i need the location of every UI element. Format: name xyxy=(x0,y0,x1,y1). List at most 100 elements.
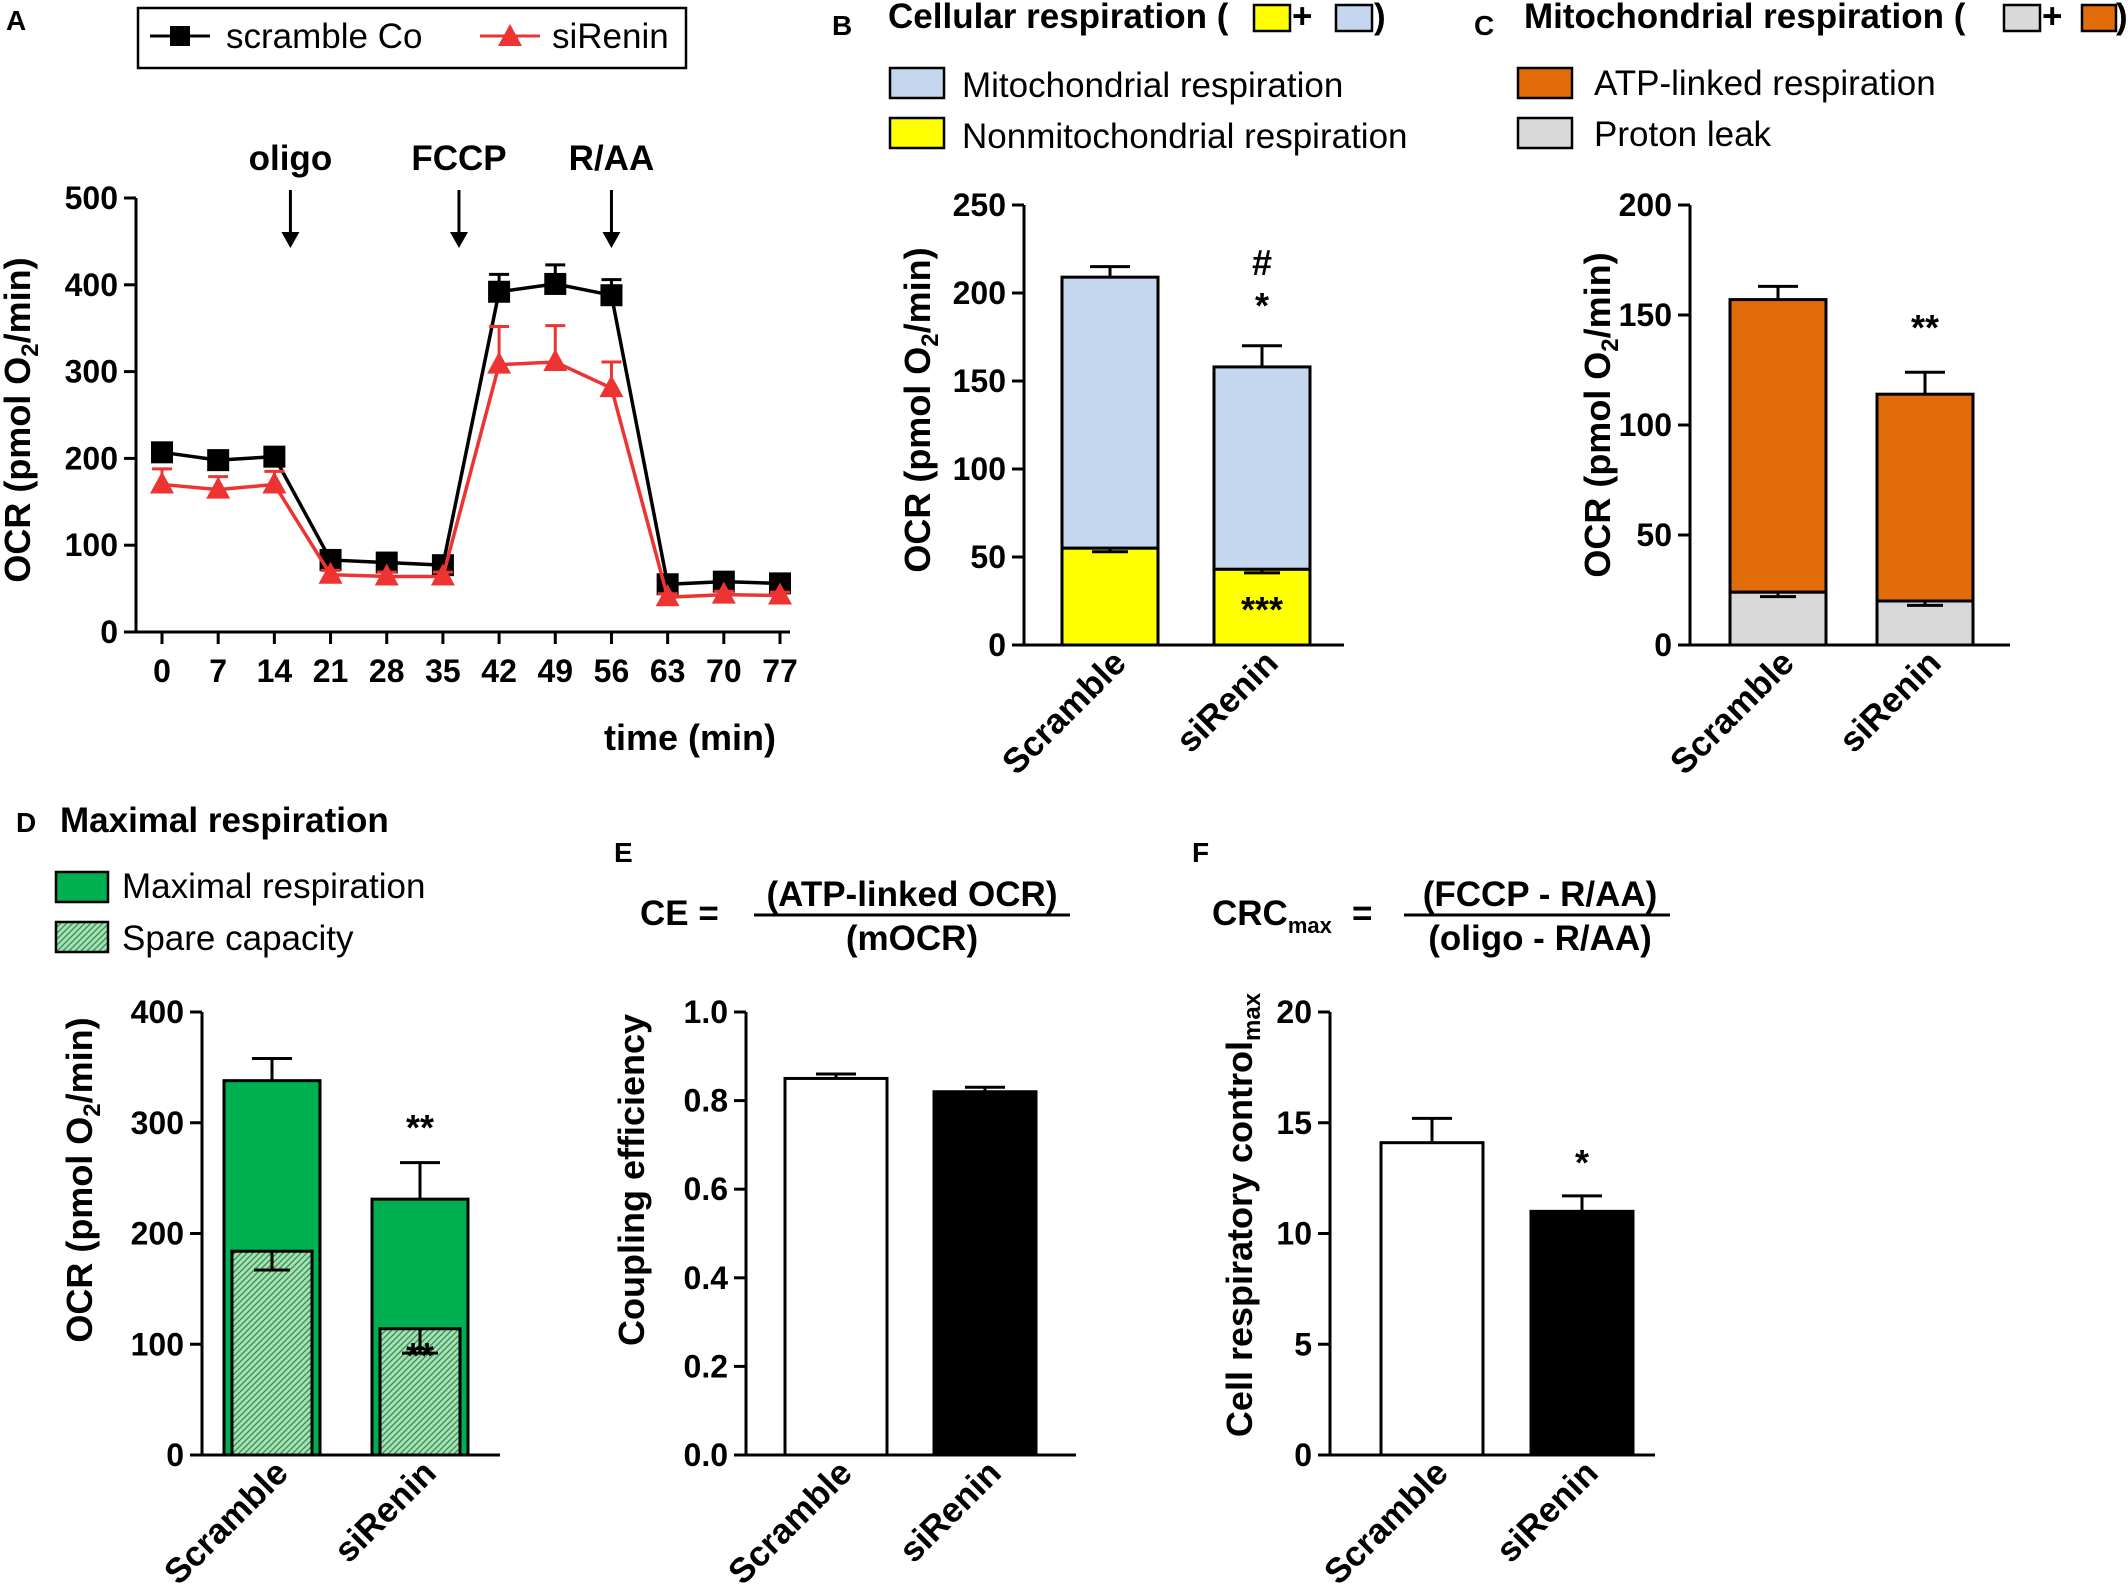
legend-a: scramble Co siRenin xyxy=(136,6,688,70)
data-point-sirenin xyxy=(599,375,624,398)
bar-segment-lower xyxy=(1060,546,1160,647)
x-tick-label: 77 xyxy=(762,653,798,689)
y-axis-label-e: Coupling efficiency xyxy=(611,1014,652,1346)
panel-title-c: Mitochondrial respiration ( xyxy=(1524,0,1966,36)
x-category-label: Scramble xyxy=(995,643,1134,782)
data-point-sirenin xyxy=(711,581,736,604)
data-point-sirenin xyxy=(150,471,174,494)
bar-segment-lower xyxy=(1875,599,1975,647)
x-category-label: siRenin xyxy=(1832,643,1949,760)
x-category-label: siRenin xyxy=(327,1453,444,1570)
bar-sirenin xyxy=(1529,1209,1635,1457)
x-category-label: siRenin xyxy=(1169,643,1286,760)
panel-c: C Mitochondrial respiration ( + ) ATP-li… xyxy=(1474,0,2128,782)
legend-marker-scramble xyxy=(170,26,190,46)
y-tick-label: 5 xyxy=(1294,1326,1312,1362)
annotation-arrow-head xyxy=(281,232,300,248)
bar-segment-upper xyxy=(1728,298,1828,594)
data-point-scramble xyxy=(207,449,230,472)
legend-swatch-nonmito xyxy=(888,116,946,150)
title-b: Cellular respiration ( + ) xyxy=(888,0,1386,36)
significance-marker: *** xyxy=(1241,589,1283,630)
panel-label-d: D xyxy=(16,807,36,838)
legend-swatch-spare xyxy=(54,920,110,954)
title-swatch-leak xyxy=(2002,3,2042,33)
x-tick-label: 63 xyxy=(650,653,686,689)
y-tick-label: 400 xyxy=(131,994,184,1030)
y-tick-label: 0.0 xyxy=(684,1437,728,1473)
x-tick-label: 35 xyxy=(425,653,461,689)
bar-segment-upper xyxy=(1060,275,1160,550)
y-tick-label: 50 xyxy=(1636,517,1672,553)
x-tick-label: 21 xyxy=(313,653,349,689)
panel-a: A scramble Co siRenin oligo FCCP R/AA 0 1… xyxy=(0,5,798,758)
x-tick-label: 56 xyxy=(594,653,630,689)
y-axis-label-a: OCR (pmol O2/min) xyxy=(0,257,44,582)
y-tick-label: 250 xyxy=(953,187,1006,223)
bar-segment-lower xyxy=(1212,567,1312,647)
legend-label-scramble: scramble Co xyxy=(226,17,422,56)
data-point-sirenin xyxy=(543,349,568,372)
y-tick-label: 200 xyxy=(131,1216,184,1252)
annotation-arrow-head xyxy=(449,232,468,248)
y-tick-label: 0.2 xyxy=(684,1348,728,1384)
y-tick-label: 200 xyxy=(1619,187,1672,223)
x-category-label: siRenin xyxy=(892,1453,1009,1570)
y-tick-label: 200 xyxy=(953,275,1006,311)
annotation-oligo: oligo xyxy=(249,139,333,178)
annotation-fccp: FCCP xyxy=(411,139,506,178)
data-point-scramble xyxy=(263,445,286,468)
y-tick-label: 0 xyxy=(1294,1437,1312,1473)
x-category-label: Scramble xyxy=(157,1453,296,1588)
plot-f: 0 5 10 15 20 Scramble siRenin * xyxy=(1276,994,1655,1588)
equation-f: CRCmax = (FCCP - R/AA) (oligo - R/AA) xyxy=(1212,875,1670,958)
data-point-scramble xyxy=(712,570,735,593)
legend-label-max: Maximal respiration xyxy=(122,867,425,906)
significance-marker: ** xyxy=(406,1107,434,1148)
panel-e: E CE = (ATP-linked OCR) (mOCR) 0.0 0.2 0.4… xyxy=(611,837,1076,1588)
y-tick-label: 500 xyxy=(65,180,118,216)
series-line-scramble xyxy=(161,282,781,587)
panel-label-c: C xyxy=(1474,10,1494,41)
data-point-scramble xyxy=(151,441,173,464)
equation-numerator-f: (FCCP - R/AA) xyxy=(1423,875,1658,914)
bar-segment-upper xyxy=(1875,392,1975,603)
equation-denominator-f: (oligo - R/AA) xyxy=(1428,919,1652,958)
equation-lhs-e: CE = xyxy=(640,894,719,933)
legend-label-atp: ATP-linked respiration xyxy=(1594,64,1936,103)
significance-marker: * xyxy=(1255,285,1269,326)
ticks-a: 0 7 14 21 28 35 42 49 56 63 70 77 xyxy=(153,632,798,689)
bar-spare xyxy=(230,1249,314,1457)
y-tick-label: 0.6 xyxy=(684,1171,728,1207)
y-tick-label: 200 xyxy=(65,440,118,476)
bar-scramble xyxy=(1379,1141,1485,1457)
legend-label-nonmito: Nonmitochondrial respiration xyxy=(962,117,1408,156)
data-point-sirenin xyxy=(206,476,231,499)
panel-label-e: E xyxy=(614,837,633,868)
panel-label-a: A xyxy=(6,5,26,36)
panel-title-d: Maximal respiration xyxy=(60,801,389,840)
y-tick-label: 400 xyxy=(65,267,118,303)
legend-c: ATP-linked respiration Proton leak xyxy=(1516,64,1936,154)
legend-label-sirenin: siRenin xyxy=(552,17,669,56)
x-tick-label: 0 xyxy=(153,653,171,689)
legend-marker-sirenin xyxy=(498,24,522,46)
y-axis-label-b: OCR (pmol O2/min) xyxy=(897,247,944,572)
significance-marker: # xyxy=(1252,242,1272,283)
panel-label-b: B xyxy=(832,10,852,41)
y-tick-label: 10 xyxy=(1276,1216,1312,1252)
y-tick-label: 20 xyxy=(1276,994,1312,1030)
y-tick-label: 100 xyxy=(131,1326,184,1362)
equation-eq-f: = xyxy=(1352,894,1372,933)
legend-b: Mitochondrial respiration Nonmitochondri… xyxy=(888,66,1408,156)
data-point-scramble xyxy=(600,284,623,307)
legend-swatch-atp xyxy=(1516,66,1574,100)
legend-swatch-mito xyxy=(888,66,946,100)
equation-lhs-f: CRCmax xyxy=(1212,894,1333,938)
y-axis-label-d: OCR (pmol O2/min) xyxy=(59,1017,106,1342)
y-tick-label: 0 xyxy=(166,1437,184,1473)
panel-d: D Maximal respiration Maximal respiratio… xyxy=(16,801,500,1588)
significance-marker: ** xyxy=(1911,307,1939,348)
y-tick-label: 0.4 xyxy=(684,1260,729,1296)
